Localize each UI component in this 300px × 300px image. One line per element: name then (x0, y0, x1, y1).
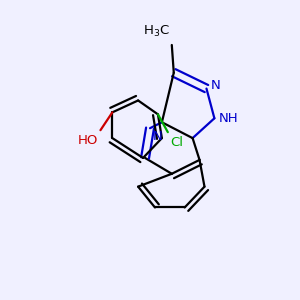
Text: NH: NH (218, 112, 238, 125)
Text: N: N (210, 79, 220, 92)
Text: N: N (153, 130, 163, 143)
Text: H$_3$C: H$_3$C (143, 24, 170, 39)
Text: Cl: Cl (170, 136, 183, 149)
Text: HO: HO (78, 134, 98, 147)
